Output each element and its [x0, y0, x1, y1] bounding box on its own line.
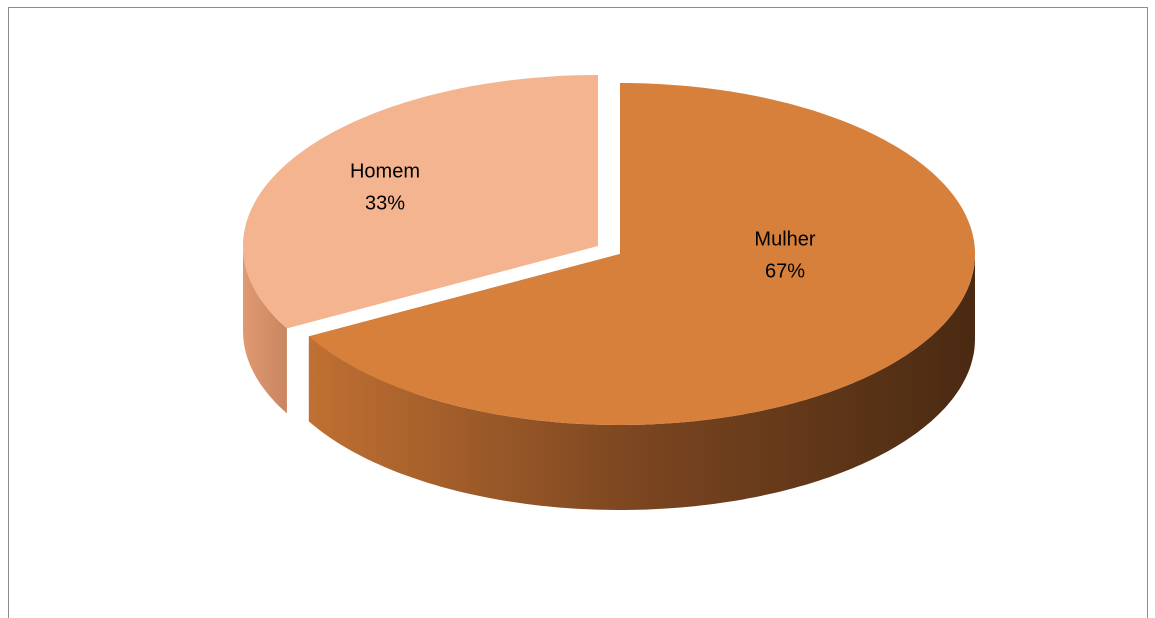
pie-slice [243, 75, 598, 329]
slice-side [308, 254, 975, 510]
slice-label-value: 67% [765, 260, 805, 282]
pie-slice [308, 83, 975, 425]
chart-frame [8, 7, 1148, 618]
slice-side [243, 246, 287, 414]
slice-label-value: 33% [365, 192, 405, 214]
slice-label-name: Mulher [754, 228, 815, 250]
slice-label-name: Homem [350, 160, 420, 182]
